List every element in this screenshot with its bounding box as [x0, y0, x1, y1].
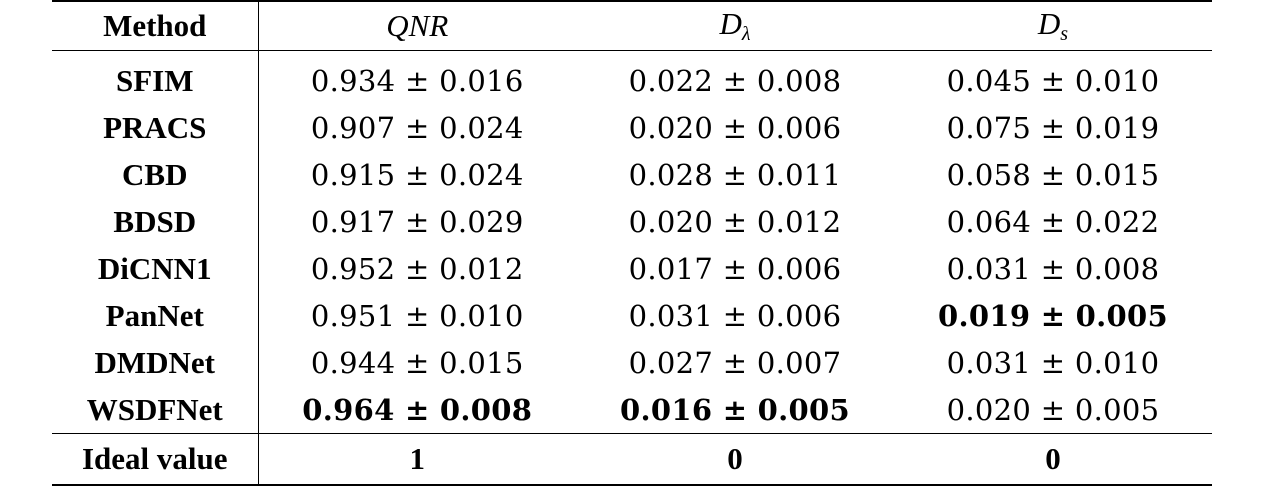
- table-row: DMDNet 0.944 ± 0.015 0.027 ± 0.007 0.031…: [52, 339, 1212, 386]
- table-row: WSDFNet 0.964 ± 0.008 0.016 ± 0.005 0.02…: [52, 386, 1212, 434]
- row-method: PanNet: [52, 292, 259, 339]
- row-method: BDSD: [52, 198, 259, 245]
- table-row: BDSD 0.917 ± 0.029 0.020 ± 0.012 0.064 ±…: [52, 198, 1212, 245]
- table-row: SFIM 0.934 ± 0.016 0.022 ± 0.008 0.045 ±…: [52, 50, 1212, 104]
- row-method: DMDNet: [52, 339, 259, 386]
- table-row: DiCNN1 0.952 ± 0.012 0.017 ± 0.006 0.031…: [52, 245, 1212, 292]
- header-d-lambda: Dλ: [576, 1, 894, 51]
- results-table: Method QNR Dλ Ds SFIM 0.934 ± 0.016 0.02…: [52, 0, 1212, 486]
- cell-qnr: 0.917 ± 0.029: [310, 204, 524, 239]
- header-d-s-sub: s: [1060, 23, 1069, 45]
- cell-d-s: 0.075 ± 0.019: [946, 110, 1160, 145]
- cell-d-s-best: 0.019 ± 0.005: [937, 298, 1168, 333]
- table-row: PanNet 0.951 ± 0.010 0.031 ± 0.006 0.019…: [52, 292, 1212, 339]
- row-method: CBD: [52, 151, 259, 198]
- cell-d-lambda-best: 0.016 ± 0.005: [619, 392, 850, 427]
- row-method: SFIM: [52, 50, 259, 104]
- ideal-d-lambda: 0: [727, 441, 743, 476]
- header-method: Method: [52, 1, 259, 51]
- row-method: WSDFNet: [52, 386, 259, 434]
- cell-d-lambda: 0.027 ± 0.007: [628, 345, 842, 380]
- cell-qnr: 0.934 ± 0.016: [310, 63, 524, 98]
- header-d-s: Ds: [894, 1, 1212, 51]
- row-method: PRACS: [52, 104, 259, 151]
- ideal-value-row: Ideal value 1 0 0: [52, 433, 1212, 485]
- header-qnr: QNR: [386, 8, 449, 43]
- cell-qnr-best: 0.964 ± 0.008: [302, 392, 533, 427]
- cell-qnr: 0.907 ± 0.024: [310, 110, 524, 145]
- row-method: DiCNN1: [52, 245, 259, 292]
- cell-qnr: 0.944 ± 0.015: [310, 345, 524, 380]
- cell-qnr: 0.951 ± 0.010: [310, 298, 524, 333]
- cell-d-lambda: 0.028 ± 0.011: [628, 157, 842, 192]
- cell-d-s: 0.064 ± 0.022: [946, 204, 1160, 239]
- cell-d-s: 0.031 ± 0.008: [946, 251, 1160, 286]
- ideal-label: Ideal value: [52, 433, 259, 485]
- cell-d-lambda: 0.017 ± 0.006: [628, 251, 842, 286]
- cell-d-lambda: 0.020 ± 0.012: [628, 204, 842, 239]
- header-row: Method QNR Dλ Ds: [52, 1, 1212, 51]
- ideal-d-s: 0: [1045, 441, 1061, 476]
- cell-qnr: 0.915 ± 0.024: [310, 157, 524, 192]
- cell-d-s: 0.020 ± 0.005: [946, 392, 1160, 427]
- results-table-container: Method QNR Dλ Ds SFIM 0.934 ± 0.016 0.02…: [52, 0, 1212, 491]
- cell-d-lambda: 0.022 ± 0.008: [628, 63, 842, 98]
- cell-qnr: 0.952 ± 0.012: [310, 251, 524, 286]
- cell-d-s: 0.031 ± 0.010: [946, 345, 1160, 380]
- header-d-lambda-main: D: [719, 6, 742, 41]
- cell-d-lambda: 0.031 ± 0.006: [628, 298, 842, 333]
- cell-d-s: 0.045 ± 0.010: [946, 63, 1160, 98]
- header-d-s-main: D: [1037, 6, 1061, 41]
- header-d-lambda-sub: λ: [741, 23, 751, 45]
- table-row: CBD 0.915 ± 0.024 0.028 ± 0.011 0.058 ± …: [52, 151, 1212, 198]
- ideal-qnr: 1: [409, 441, 426, 476]
- cell-d-lambda: 0.020 ± 0.006: [628, 110, 842, 145]
- table-row: PRACS 0.907 ± 0.024 0.020 ± 0.006 0.075 …: [52, 104, 1212, 151]
- cell-d-s: 0.058 ± 0.015: [946, 157, 1160, 192]
